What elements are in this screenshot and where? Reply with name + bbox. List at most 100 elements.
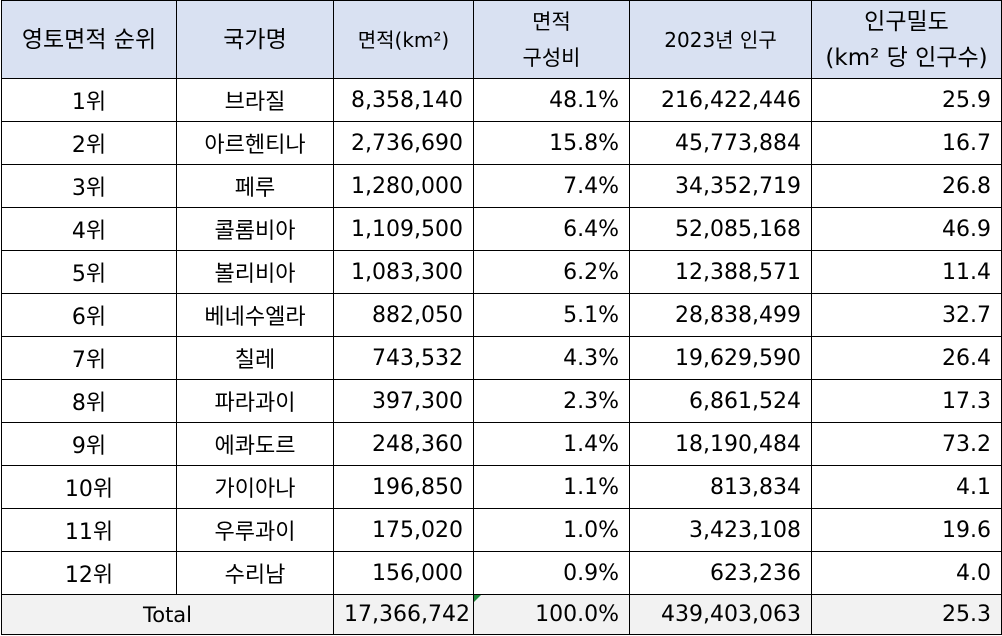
- rank-cell[interactable]: 2위: [1, 121, 177, 165]
- table-row: 3위 페루 1,280,000 7.4% 34,352,719 26.8: [1, 164, 1002, 208]
- table-row: 7위 칠레 743,532 4.3% 19,629,590 26.4: [1, 336, 1002, 380]
- country-cell[interactable]: 베네수엘라: [176, 293, 334, 337]
- share-cell[interactable]: 5.1%: [473, 293, 630, 337]
- rank-cell[interactable]: 3위: [1, 164, 177, 208]
- area-cell[interactable]: 8,358,140: [333, 78, 474, 122]
- population-cell[interactable]: 52,085,168: [629, 207, 812, 251]
- total-row: Total 17,366,742 100.0% 439,403,063 25.3: [1, 594, 1002, 635]
- density-cell[interactable]: 46.9: [811, 207, 1002, 251]
- density-cell[interactable]: 19.6: [811, 508, 1002, 552]
- share-cell[interactable]: 48.1%: [473, 78, 630, 122]
- total-share-value: 100.0%: [535, 602, 619, 627]
- total-density-cell[interactable]: 25.3: [811, 594, 1002, 635]
- population-cell[interactable]: 18,190,484: [629, 422, 812, 466]
- country-cell[interactable]: 칠레: [176, 336, 334, 380]
- density-cell[interactable]: 4.0: [811, 551, 1002, 595]
- area-cell[interactable]: 196,850: [333, 465, 474, 509]
- error-indicator-icon[interactable]: [474, 595, 481, 602]
- header-area-share[interactable]: 면적 구성비: [473, 0, 630, 79]
- population-cell[interactable]: 3,423,108: [629, 508, 812, 552]
- share-cell[interactable]: 2.3%: [473, 379, 630, 423]
- density-cell[interactable]: 26.4: [811, 336, 1002, 380]
- rank-cell[interactable]: 6위: [1, 293, 177, 337]
- total-population-cell[interactable]: 439,403,063: [629, 594, 812, 635]
- share-cell[interactable]: 0.9%: [473, 551, 630, 595]
- density-cell[interactable]: 32.7: [811, 293, 1002, 337]
- table-body: 1위 브라질 8,358,140 48.1% 216,422,446 25.9 2위 아르헨티…: [1, 78, 1002, 635]
- table-row: 2위 아르헨티나 2,736,690 15.8% 45,773,884 16.7: [1, 121, 1002, 165]
- area-cell[interactable]: 1,109,500: [333, 207, 474, 251]
- header-rank[interactable]: 영토면적 순위: [1, 0, 177, 79]
- share-cell[interactable]: 1.0%: [473, 508, 630, 552]
- total-label-cell[interactable]: Total: [1, 594, 334, 635]
- total-share-cell[interactable]: 100.0%: [473, 594, 630, 635]
- country-cell[interactable]: 가이아나: [176, 465, 334, 509]
- population-cell[interactable]: 34,352,719: [629, 164, 812, 208]
- population-cell[interactable]: 45,773,884: [629, 121, 812, 165]
- rank-cell[interactable]: 1위: [1, 78, 177, 122]
- country-cell[interactable]: 볼리비아: [176, 250, 334, 294]
- density-cell[interactable]: 16.7: [811, 121, 1002, 165]
- area-cell[interactable]: 175,020: [333, 508, 474, 552]
- rank-cell[interactable]: 10위: [1, 465, 177, 509]
- density-cell[interactable]: 25.9: [811, 78, 1002, 122]
- area-cell[interactable]: 1,083,300: [333, 250, 474, 294]
- density-cell[interactable]: 73.2: [811, 422, 1002, 466]
- rank-cell[interactable]: 11위: [1, 508, 177, 552]
- share-cell[interactable]: 6.2%: [473, 250, 630, 294]
- header-population[interactable]: 2023년 인구: [629, 0, 812, 79]
- area-cell[interactable]: 882,050: [333, 293, 474, 337]
- rank-cell[interactable]: 5위: [1, 250, 177, 294]
- population-cell[interactable]: 28,838,499: [629, 293, 812, 337]
- population-cell[interactable]: 12,388,571: [629, 250, 812, 294]
- country-cell[interactable]: 파라과이: [176, 379, 334, 423]
- country-cell[interactable]: 브라질: [176, 78, 334, 122]
- share-cell[interactable]: 7.4%: [473, 164, 630, 208]
- total-area-cell[interactable]: 17,366,742: [333, 594, 474, 635]
- share-cell[interactable]: 1.4%: [473, 422, 630, 466]
- country-cell[interactable]: 에콰도르: [176, 422, 334, 466]
- area-cell[interactable]: 1,280,000: [333, 164, 474, 208]
- population-cell[interactable]: 216,422,446: [629, 78, 812, 122]
- rank-cell[interactable]: 8위: [1, 379, 177, 423]
- area-cell[interactable]: 248,360: [333, 422, 474, 466]
- density-cell[interactable]: 4.1: [811, 465, 1002, 509]
- header-density[interactable]: 인구밀도 (km² 당 인구수): [811, 0, 1002, 79]
- area-cell[interactable]: 397,300: [333, 379, 474, 423]
- table-row: 4위 콜롬비아 1,109,500 6.4% 52,085,168 46.9: [1, 207, 1002, 251]
- rank-cell[interactable]: 4위: [1, 207, 177, 251]
- header-country[interactable]: 국가명: [176, 0, 334, 79]
- table-row: 8위 파라과이 397,300 2.3% 6,861,524 17.3: [1, 379, 1002, 423]
- table-row: 10위 가이아나 196,850 1.1% 813,834 4.1: [1, 465, 1002, 509]
- rank-cell[interactable]: 7위: [1, 336, 177, 380]
- country-cell[interactable]: 페루: [176, 164, 334, 208]
- area-cell[interactable]: 2,736,690: [333, 121, 474, 165]
- density-cell[interactable]: 11.4: [811, 250, 1002, 294]
- share-cell[interactable]: 1.1%: [473, 465, 630, 509]
- country-cell[interactable]: 우루과이: [176, 508, 334, 552]
- country-cell[interactable]: 아르헨티나: [176, 121, 334, 165]
- density-cell[interactable]: 26.8: [811, 164, 1002, 208]
- share-cell[interactable]: 6.4%: [473, 207, 630, 251]
- header-row: 영토면적 순위 국가명 면적(km²) 면적 구성비 2023년 인구 인구밀도…: [1, 0, 1002, 79]
- table-row: 6위 베네수엘라 882,050 5.1% 28,838,499 32.7: [1, 293, 1002, 337]
- population-cell[interactable]: 813,834: [629, 465, 812, 509]
- share-cell[interactable]: 4.3%: [473, 336, 630, 380]
- density-cell[interactable]: 17.3: [811, 379, 1002, 423]
- header-area-share-line2: 구성비: [522, 45, 581, 70]
- table-row: 1위 브라질 8,358,140 48.1% 216,422,446 25.9: [1, 78, 1002, 122]
- area-cell[interactable]: 156,000: [333, 551, 474, 595]
- share-cell[interactable]: 15.8%: [473, 121, 630, 165]
- country-cell[interactable]: 수리남: [176, 551, 334, 595]
- population-cell[interactable]: 6,861,524: [629, 379, 812, 423]
- rank-cell[interactable]: 9위: [1, 422, 177, 466]
- area-cell[interactable]: 743,532: [333, 336, 474, 380]
- header-area[interactable]: 면적(km²): [333, 0, 474, 79]
- rank-cell[interactable]: 12위: [1, 551, 177, 595]
- header-density-line1: 인구밀도: [864, 8, 949, 35]
- table-row: 9위 에콰도르 248,360 1.4% 18,190,484 73.2: [1, 422, 1002, 466]
- population-cell[interactable]: 623,236: [629, 551, 812, 595]
- country-cell[interactable]: 콜롬비아: [176, 207, 334, 251]
- population-cell[interactable]: 19,629,590: [629, 336, 812, 380]
